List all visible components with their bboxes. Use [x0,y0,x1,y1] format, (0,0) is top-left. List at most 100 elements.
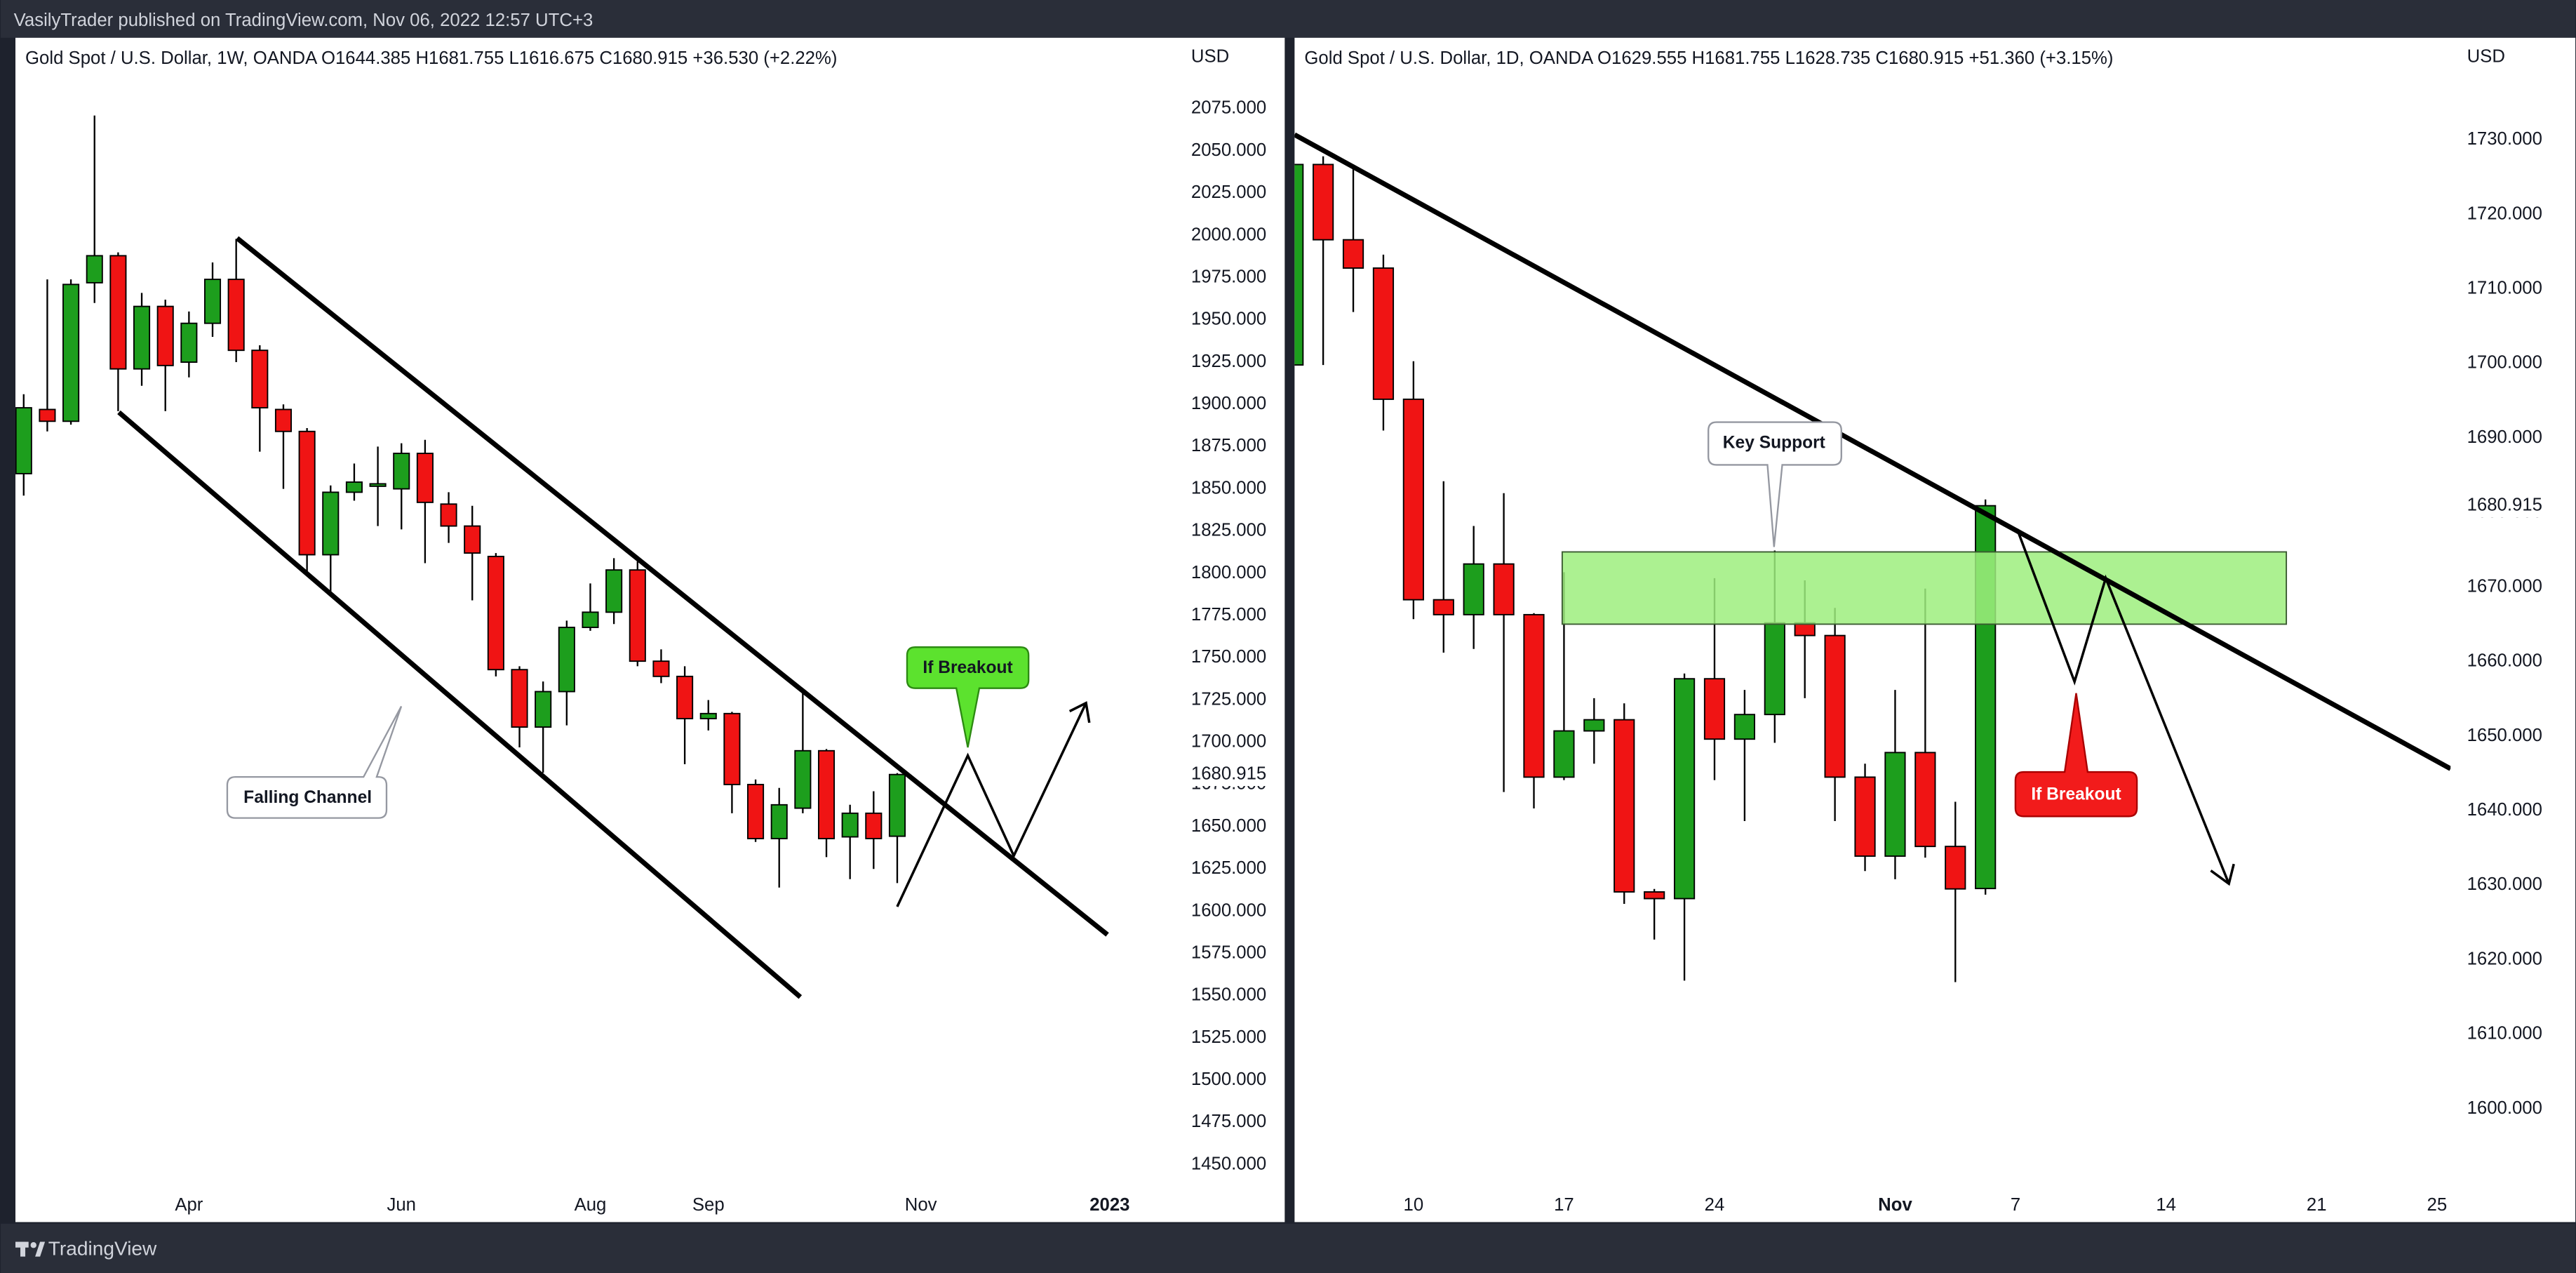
candle-body [39,408,56,422]
candle [416,439,434,564]
candle-body [369,483,387,487]
y-tick-label: 1500.000 [1191,1069,1266,1089]
x-tick-label: 25 [2427,1195,2448,1215]
callout [226,705,403,819]
candle-body [1523,613,1545,778]
candle [1433,481,1454,653]
candle-body [841,812,859,838]
y-tick-label: 1620.000 [2467,949,2542,968]
candle-body [1644,891,1665,900]
candle-body [464,525,481,554]
x-tick-label: 2023 [1089,1195,1129,1215]
y-tick-label: 1600.000 [2467,1098,2542,1118]
channel-lower [117,410,803,999]
candle-body [699,712,717,719]
candle [1294,164,1304,366]
channel-upper [235,236,1109,937]
candle-body [487,555,504,671]
candle [180,311,198,378]
candle-body [770,804,788,839]
y-tick-label: 1650.000 [2467,726,2542,745]
bottom-bar [0,1223,2576,1273]
candle-body [1463,563,1484,615]
x-tick-label: 21 [2307,1195,2327,1215]
candle-body [203,279,222,324]
y-tick-label: 1900.000 [1191,394,1266,413]
currency: USD [2467,47,2505,67]
candle [322,485,340,592]
candle [1493,493,1515,792]
arrow-head [1068,701,1091,724]
callout [906,646,1030,748]
y-tick-label: 1650.000 [1191,816,1266,836]
y-tick-label: 1950.000 [1191,309,1266,329]
candle [652,649,670,684]
y-tick-label: 1800.000 [1191,563,1266,582]
candle [464,505,481,601]
candle-body [1493,563,1515,615]
candle-body [1294,164,1304,366]
y-tick-label: 1525.000 [1191,1027,1266,1047]
candle-body [676,675,694,719]
candle [1733,690,1755,822]
y-tick-label: 1850.000 [1191,478,1266,498]
path-arrow [2015,528,2230,884]
candle [558,620,575,726]
y-tick-label: 1700.000 [1191,732,1266,752]
candle [1583,698,1605,764]
candle [817,749,836,858]
candle [203,262,222,337]
candle [274,404,293,489]
top-bar [0,0,2576,38]
callout [2014,693,2138,818]
candle [1673,673,1696,981]
y-tick-label: 2000.000 [1191,225,1266,244]
candle [369,446,387,526]
candle-body [794,749,812,809]
x-tick-label: Jun [387,1195,416,1215]
annotation: If Breakout [2031,785,2121,804]
candle [888,773,906,884]
candle-body [345,481,363,493]
candle [133,293,151,386]
candle-body [440,503,457,527]
candle [841,804,859,879]
support-zone [1561,551,2288,625]
candle-body [86,255,103,284]
candle-body [1313,164,1334,241]
left-panel [15,37,1285,1222]
candle [699,700,717,731]
x-tick-label: 10 [1404,1195,1424,1215]
candle [723,712,741,813]
candle [227,239,245,363]
y-tick-label: 1750.000 [1191,647,1266,667]
y-tick-label: 2050.000 [1191,140,1266,160]
candle [440,492,457,543]
annotation: Key Support [1723,433,1825,452]
y-tick-label: 1925.000 [1191,352,1266,371]
y-tick-label: 1610.000 [2467,1024,2542,1044]
candle-body [298,430,316,556]
trend-line [1294,132,2451,771]
candle [1884,690,1906,879]
candle [1644,888,1665,940]
candle [1914,588,1936,858]
candle-body [652,660,670,677]
left-drawings: Falling Channel If Breakout [117,236,1109,999]
candle-body [1342,239,1364,269]
candle [1945,801,1966,982]
candle [1824,608,1846,822]
x-tick-label: 24 [1705,1195,1725,1215]
candle [39,279,56,432]
candle [794,690,812,813]
arrow-head [2210,863,2235,886]
candle [1523,613,1545,808]
x-tick-label: 14 [2156,1195,2176,1215]
y-tick-label: 1730.000 [2467,129,2542,149]
candle [747,779,765,842]
footer-brand: TradingView [48,1238,157,1260]
last-price-box [2462,494,2551,518]
candle-body [322,491,340,556]
candle [1854,764,1876,872]
